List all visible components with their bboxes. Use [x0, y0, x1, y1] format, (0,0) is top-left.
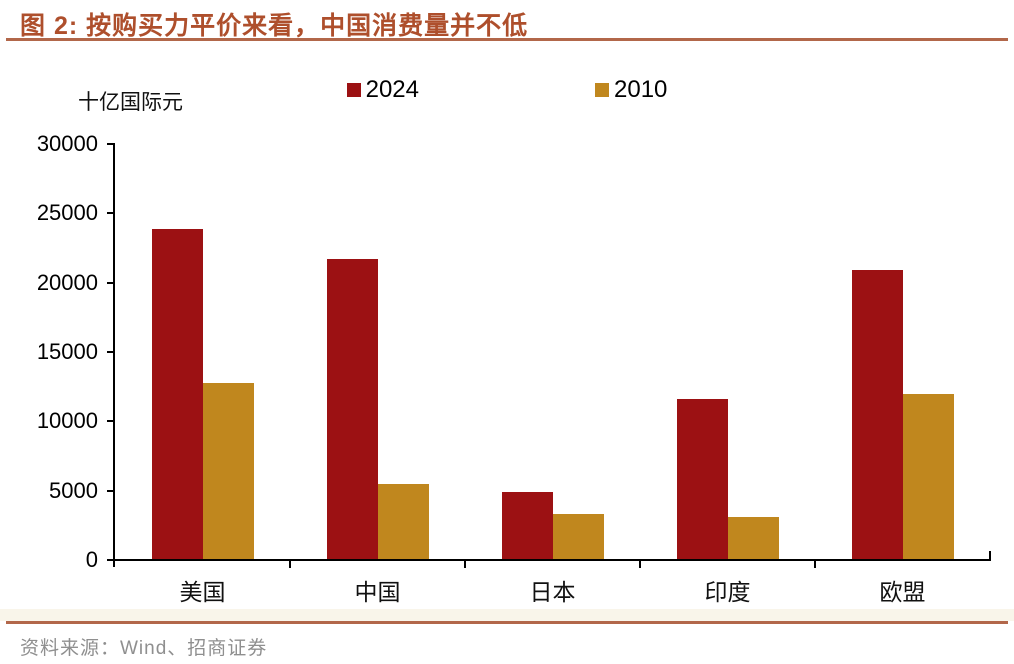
y-tick-label: 25000	[36, 200, 98, 226]
x-axis-line	[113, 559, 991, 561]
bar-2010-美国	[202, 382, 254, 560]
legend-item-2010: 2010	[595, 76, 667, 104]
y-tick	[107, 489, 115, 492]
y-tick-label: 10000	[36, 408, 98, 434]
x-tick	[464, 561, 466, 568]
y-tick	[107, 212, 115, 215]
source-note: 资料来源：Wind、招商证券	[20, 638, 268, 659]
y-tick	[107, 559, 115, 561]
bar-2024-中国	[326, 259, 378, 560]
y-tick-label: 0	[85, 547, 98, 572]
y-tick-label: 5000	[49, 477, 98, 503]
y-axis-unit-label: 十亿国际元	[78, 91, 183, 114]
category-label-印度: 印度	[704, 579, 751, 605]
x-tick	[814, 561, 816, 568]
category-label-美国: 美国	[179, 579, 226, 605]
bar-2024-日本	[501, 492, 553, 560]
footer-band	[0, 609, 1014, 621]
y-tick-label: 20000	[36, 269, 98, 295]
legend-item-2024: 2024	[346, 76, 419, 104]
category-label-中国: 中国	[354, 579, 401, 605]
y-tick	[107, 281, 115, 284]
category-label-欧盟: 欧盟	[879, 579, 926, 605]
chart-title: 图 2: 按购买力平价来看，中国消费量并不低	[20, 12, 529, 40]
legend-label-2024: 2024	[365, 76, 419, 103]
bar-2010-日本	[552, 514, 604, 560]
bar-2010-欧盟	[902, 393, 954, 560]
y-axis-line	[113, 144, 115, 567]
bar-2024-美国	[151, 228, 203, 560]
y-tick	[107, 143, 115, 145]
legend-label-2010: 2010	[614, 76, 668, 103]
bar-2010-中国	[377, 483, 429, 560]
x-axis-end-tick	[989, 551, 991, 559]
y-tick	[107, 351, 115, 353]
bar-2024-印度	[676, 399, 728, 560]
legend-swatch-2010	[595, 83, 609, 97]
x-tick	[289, 561, 291, 568]
bottom-rule	[6, 621, 1008, 624]
y-tick-label: 15000	[36, 339, 98, 364]
bar-2024-欧盟	[851, 270, 903, 560]
legend-swatch-2024	[346, 83, 361, 97]
legend: 2024 2010	[0, 76, 1014, 104]
x-tick	[639, 561, 641, 568]
bar-2010-印度	[727, 517, 779, 560]
y-tick	[107, 420, 115, 423]
title-underline	[6, 38, 1008, 41]
y-tick-label: 30000	[36, 131, 98, 156]
category-label-日本: 日本	[529, 579, 576, 605]
